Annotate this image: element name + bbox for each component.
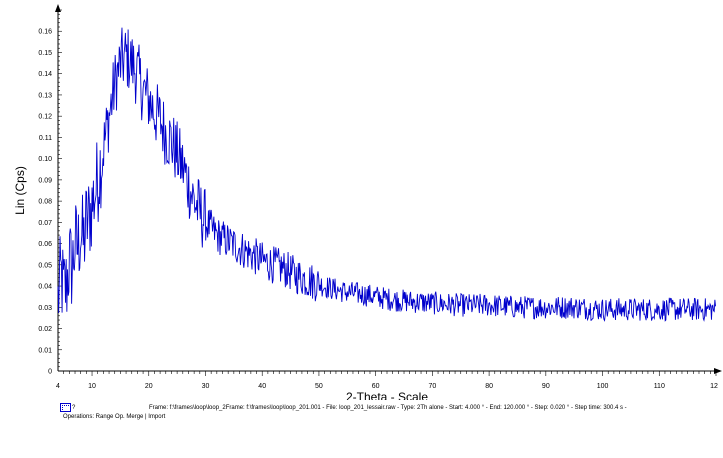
x-tick-label: 20 <box>145 383 153 390</box>
y-tick-label: 0.02 <box>38 326 52 333</box>
series-group <box>57 27 716 322</box>
x-tick-label: 10 <box>88 383 96 390</box>
x-tick-label: 4 <box>56 383 60 390</box>
scan-icon <box>60 403 71 412</box>
x-axis-ticks: 4 10 20 30 40 50 60 70 80 90 100 110 12 <box>56 371 718 390</box>
x-tick-label: 90 <box>542 383 550 390</box>
y-tick-label: 0.01 <box>38 347 52 354</box>
x-tick-label: 70 <box>428 383 436 390</box>
y-axis-title: Lin (Cps) <box>13 166 27 215</box>
y-tick-label: 0.03 <box>38 305 52 312</box>
y-tick-label: 0.08 <box>38 199 52 206</box>
y-tick-label: 0.12 <box>38 114 52 121</box>
y-tick-label: 0 <box>48 369 52 376</box>
scan-marker: ? <box>72 405 76 411</box>
y-tick-label: 0.11 <box>39 135 52 142</box>
y-tick-label: 0.09 <box>38 177 52 184</box>
y-tick-label: 0.10 <box>38 156 52 163</box>
x-tick-label: 50 <box>315 383 323 390</box>
y-tick-label: 0.04 <box>38 284 52 291</box>
y-tick-label: 0.05 <box>38 262 52 269</box>
x-tick-label: 40 <box>258 383 266 390</box>
y-tick-label: 0.07 <box>38 220 52 227</box>
x-tick-label: 110 <box>654 383 665 390</box>
y-tick-label: 0.15 <box>38 50 52 57</box>
y-tick-label: 0.16 <box>38 29 52 36</box>
y-tick-label: 0.06 <box>38 241 52 248</box>
scan-info-line-2: Operations: Range Op. Merge | Import <box>63 414 166 420</box>
y-tick-label: 0.13 <box>38 92 52 99</box>
x-axis-title: 2-Theta - Scale <box>346 390 428 400</box>
x-tick-label: 80 <box>485 383 493 390</box>
x-tick-label: 100 <box>597 383 609 390</box>
y-axis-arrow <box>55 4 61 12</box>
x-tick-label: 12 <box>710 383 718 390</box>
xrd-chart: 0 0.01 0.02 0.03 0.04 0.05 0.06 0.07 0.08 0.09 0.1… <box>13 4 722 400</box>
x-tick-label: 60 <box>372 383 380 390</box>
x-tick-label: 30 <box>202 383 210 390</box>
x-axis-arrow <box>714 368 722 374</box>
series-line <box>57 27 716 322</box>
plot-area: 0 0.01 0.02 0.03 0.04 0.05 0.06 0.07 0.08 0.09 0.1… <box>38 4 722 390</box>
y-tick-label: 0.14 <box>38 71 52 78</box>
scan-info-line-1: Frame: f:\frames\loop\loop_2Frame: f:\fr… <box>149 405 627 411</box>
